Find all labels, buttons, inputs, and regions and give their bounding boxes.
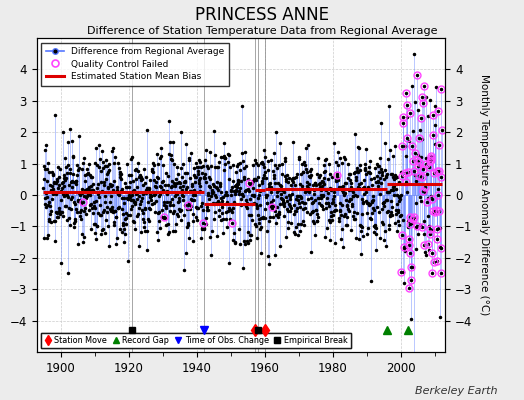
- Text: PRINCESS ANNE: PRINCESS ANNE: [195, 6, 329, 24]
- Legend: Station Move, Record Gap, Time of Obs. Change, Empirical Break: Station Move, Record Gap, Time of Obs. C…: [41, 332, 351, 348]
- Text: Difference of Station Temperature Data from Regional Average: Difference of Station Temperature Data f…: [87, 26, 437, 36]
- Text: Berkeley Earth: Berkeley Earth: [416, 386, 498, 396]
- Y-axis label: Monthly Temperature Anomaly Difference (°C): Monthly Temperature Anomaly Difference (…: [479, 74, 489, 316]
